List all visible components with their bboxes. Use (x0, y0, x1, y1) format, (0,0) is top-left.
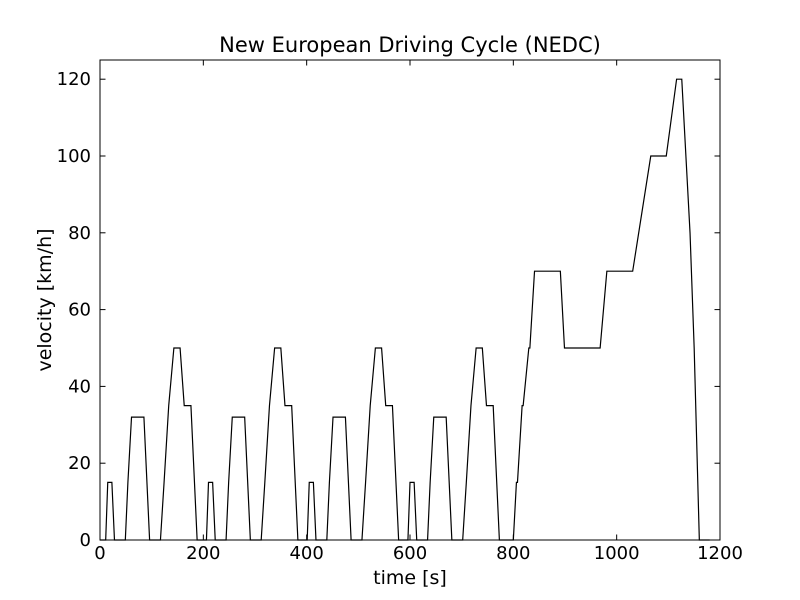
chart-title: New European Driving Cycle (NEDC) (219, 33, 601, 57)
x-tick-label: 400 (289, 543, 323, 564)
x-tick-label: 800 (496, 543, 530, 564)
tick-marks (99, 60, 721, 541)
tick-labels: 0 200 400 600 800 1000 1200 0 20 40 60 80 100 120 (57, 69, 743, 564)
x-tick-label: 200 (186, 543, 220, 564)
y-tick-label: 120 (57, 69, 91, 90)
data-series-line (100, 78, 710, 541)
x-tick-label: 1000 (594, 543, 640, 564)
x-axis-label: time [s] (373, 567, 447, 589)
y-tick-label: 60 (68, 300, 91, 321)
y-axis-label: velocity [km/h] (34, 228, 56, 371)
y-tick-label: 100 (57, 146, 91, 167)
y-tick-label: 20 (68, 453, 91, 474)
x-tick-label: 600 (393, 543, 427, 564)
x-tick-label: 0 (94, 543, 105, 564)
velocity-profile-polyline (100, 78, 710, 541)
plot-area-box (99, 59, 721, 541)
y-tick-label: 80 (68, 223, 91, 244)
x-tick-label: 1200 (697, 543, 743, 564)
y-tick-label: 40 (68, 376, 91, 397)
y-tick-label: 0 (80, 530, 91, 551)
